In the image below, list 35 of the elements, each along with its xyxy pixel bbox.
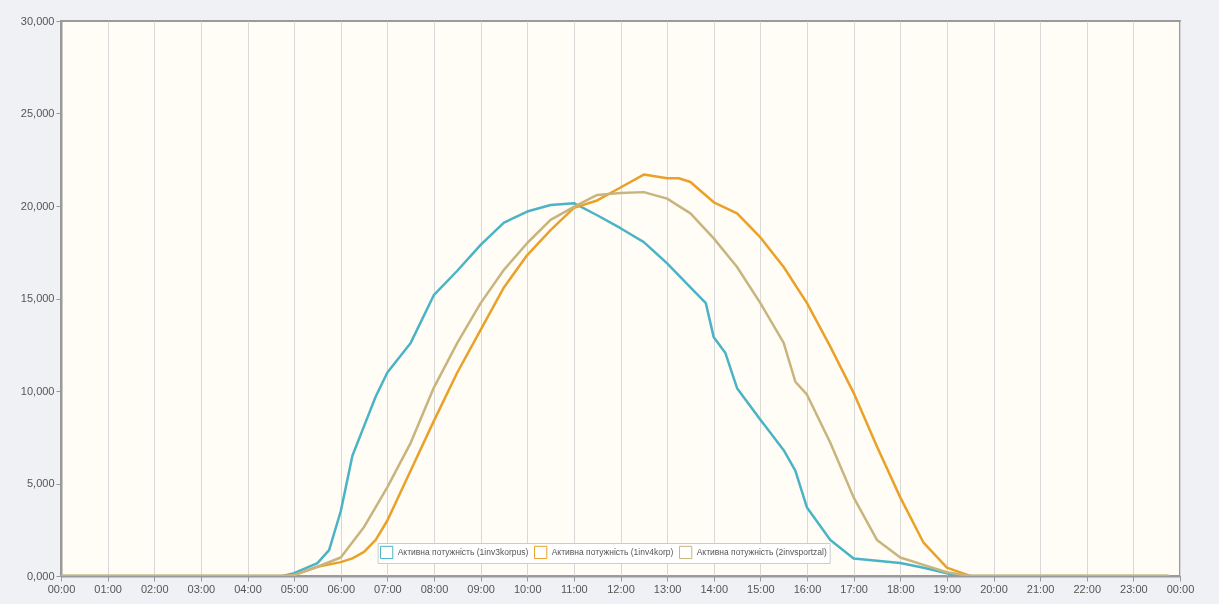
x-tick-label: 12:00 (607, 582, 635, 595)
x-tick-label: 15:00 (747, 582, 775, 595)
x-tick-label: 00:00 (1166, 582, 1195, 595)
x-tick-label: 00:00 (47, 582, 76, 595)
y-tick-label: 0,000 (26, 569, 55, 582)
y-tick-label: 15,000 (20, 292, 55, 304)
x-tick-label: 23:00 (1120, 582, 1148, 595)
y-tick-label: 10,000 (20, 384, 55, 397)
x-tick-label: 06:00 (327, 582, 356, 595)
legend-label: Активна потужність (1inv3korpus) (397, 547, 529, 558)
y-tick-label: 5,000 (26, 477, 55, 489)
x-tick-label: 08:00 (420, 582, 449, 595)
x-tick-label: 07:00 (374, 582, 402, 595)
x-tick-label: 04:00 (234, 582, 262, 595)
x-tick-label: 14:00 (700, 582, 729, 595)
legend-label: Активна потужність (1inv4korp) (551, 547, 674, 558)
x-tick-label: 19:00 (933, 582, 962, 595)
x-tick-label: 17:00 (840, 582, 868, 595)
x-tick-label: 11:00 (561, 582, 588, 595)
y-tick-label: 20,000 (20, 199, 55, 212)
x-tick-label: 21:00 (1026, 582, 1055, 595)
x-tick-label: 16:00 (793, 582, 822, 595)
x-tick-label: 09:00 (467, 582, 495, 595)
x-tick-label: 20:00 (980, 582, 1008, 595)
legend-label: Активна потужність (2invsportzal) (696, 547, 827, 558)
y-tick-label: 25,000 (20, 107, 55, 119)
x-tick-label: 02:00 (140, 582, 169, 595)
x-tick-label: 03:00 (187, 582, 216, 595)
x-tick-label: 01:00 (94, 582, 122, 595)
x-tick-label: 18:00 (886, 582, 915, 595)
x-tick-label: 22:00 (1073, 582, 1102, 595)
x-tick-label: 05:00 (280, 582, 309, 595)
y-tick-label: 30,000 (20, 14, 55, 27)
x-tick-label: 13:00 (653, 582, 682, 595)
x-tick-label: 10:00 (513, 582, 542, 595)
